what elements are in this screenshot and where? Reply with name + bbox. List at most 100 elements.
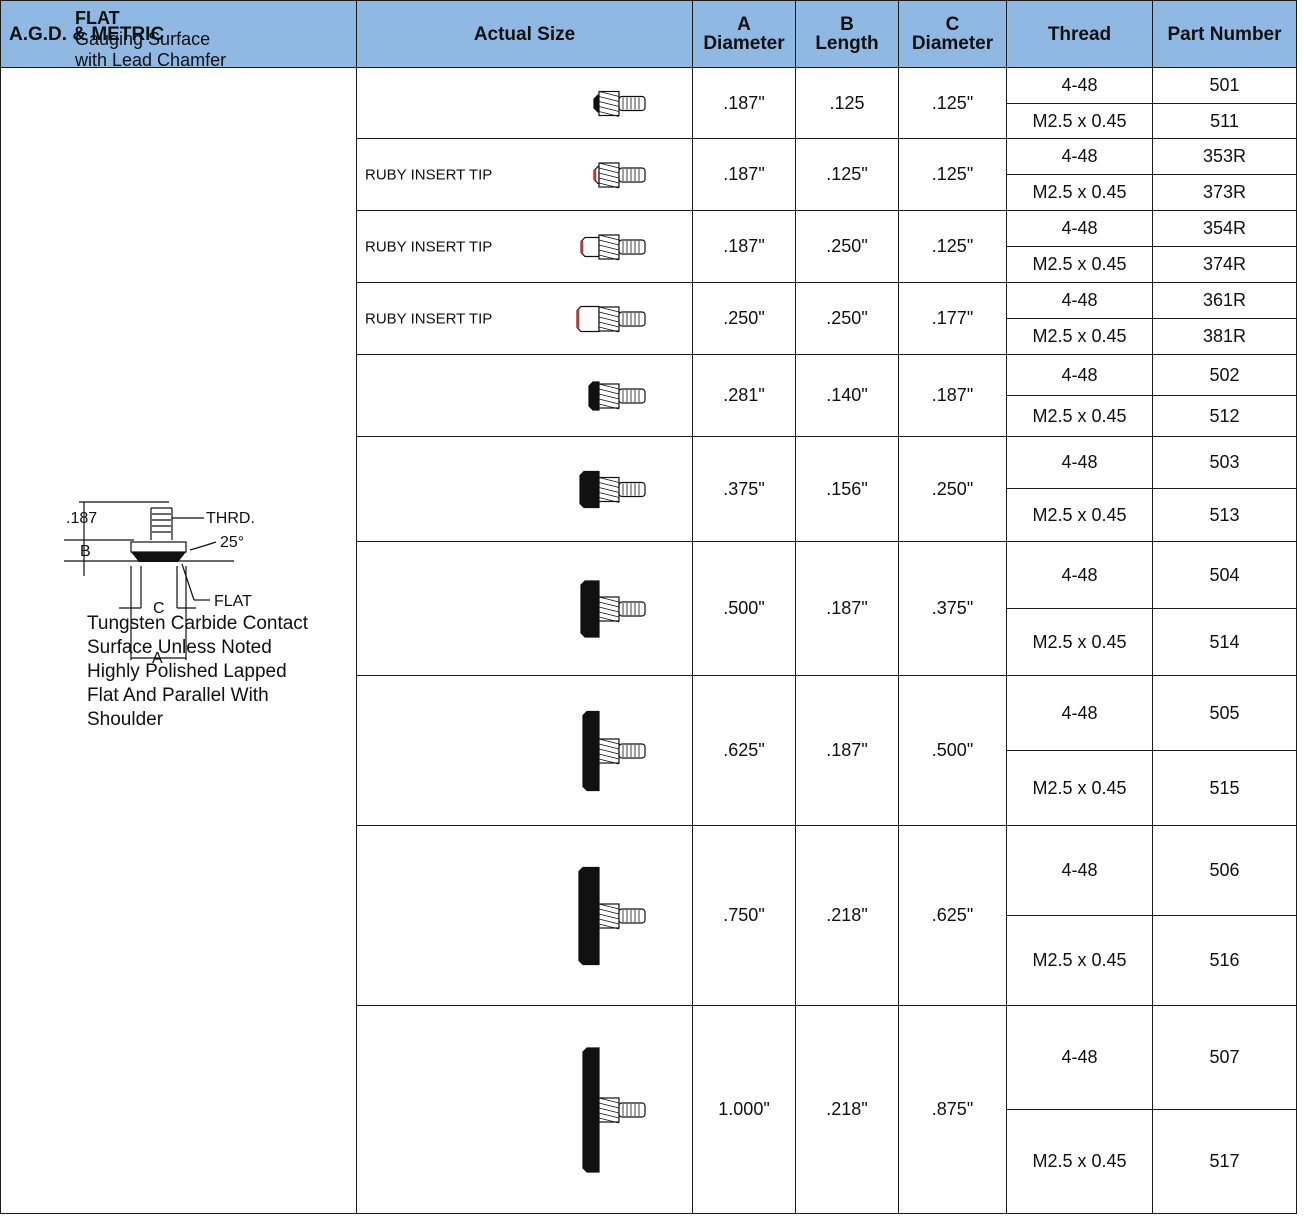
gauge-tip-icon xyxy=(580,580,646,638)
actual-size-cell xyxy=(356,436,693,542)
table-row: .187" .125.125" 4-48 501 xyxy=(0,67,1297,1214)
thread-cell: 4-48 xyxy=(1006,675,1153,751)
ruby-insert-label: RUBY INSERT TIP xyxy=(365,310,493,327)
thread-cell: 4-48 xyxy=(1006,282,1153,319)
b-length-header: B Length xyxy=(795,0,899,68)
table-row: M2.5 x 0.45 514 xyxy=(1,608,1297,676)
c-diameter-cell: .125" xyxy=(898,67,1007,139)
part-number-cell: 512 xyxy=(1152,395,1297,437)
gauge-tip-icon xyxy=(588,381,646,411)
dim-187-label: .187 xyxy=(66,510,97,527)
note-line: Tungsten Carbide Contact xyxy=(87,613,309,634)
thread-cell: M2.5 x 0.45 xyxy=(1006,318,1153,355)
a-diameter-cell: .500" xyxy=(692,541,796,676)
part-number-cell: 505 xyxy=(1152,675,1297,751)
b-label: B xyxy=(80,543,91,560)
ruby-tip-icon xyxy=(580,234,646,261)
b-length-cell: .125 xyxy=(795,67,899,139)
thread-cell: 4-48 xyxy=(1006,825,1153,916)
thread-cell: M2.5 x 0.45 xyxy=(1006,246,1153,283)
c-diameter-cell: .875" xyxy=(898,1005,1007,1214)
a-label: A xyxy=(152,650,163,667)
thread-cell: 4-48 xyxy=(1006,541,1153,609)
c-diameter-cell: .250" xyxy=(898,436,1007,542)
part-number-cell: 511 xyxy=(1152,103,1297,139)
c-letter: C xyxy=(945,14,960,35)
actual-size-cell xyxy=(356,67,693,139)
thread-cell: M2.5 x 0.45 xyxy=(1006,395,1153,437)
table-row: M2.5 x 0.45 511 xyxy=(1,103,1297,139)
description-cell xyxy=(0,67,357,1214)
actual-size-cell: RUBY INSERT TIP xyxy=(356,138,693,211)
thread-cell: M2.5 x 0.45 xyxy=(1006,174,1153,211)
a-diameter-cell: .375" xyxy=(692,436,796,542)
thread-cell: M2.5 x 0.45 xyxy=(1006,1109,1153,1214)
table-row: M2.5 x 0.45 374R xyxy=(1,246,1297,283)
table-row: M2.5 x 0.45 515 xyxy=(1,750,1297,826)
thread-cell: 4-48 xyxy=(1006,1005,1153,1110)
agd-metric-header: A.G.D. & METRIC xyxy=(0,0,357,68)
knurl-band xyxy=(130,541,187,553)
part-number-header: Part Number xyxy=(1152,0,1297,68)
b-letter: B xyxy=(840,14,854,35)
b-length-cell: .187" xyxy=(795,541,899,676)
a-diameter-cell: .750" xyxy=(692,825,796,1006)
c-label: C xyxy=(153,600,165,617)
a-letter: A xyxy=(737,14,751,35)
gauge-tip-icon xyxy=(582,1047,646,1173)
c-diameter-cell: .500" xyxy=(898,675,1007,826)
a-diameter-cell: .187" xyxy=(692,67,796,139)
table-row: .281" .140" .187" 4-48 502 xyxy=(1,354,1297,437)
gauge-tip-icon xyxy=(579,470,646,509)
ruby-tip-icon xyxy=(593,162,646,189)
b-length-cell: .218" xyxy=(795,825,899,1006)
a-diameter-cell: 1.000" xyxy=(692,1005,796,1214)
dimension-diagram: .187 THRD. B 25° C FLAT A xyxy=(64,501,255,667)
b-length-cell: .250" xyxy=(795,210,899,283)
b-length-cell: .156" xyxy=(795,436,899,542)
gauge-tip-icon xyxy=(578,866,646,966)
thread-header: Thread xyxy=(1006,0,1153,68)
a-word: Diameter xyxy=(703,33,785,54)
note-line: Shoulder xyxy=(87,709,164,730)
c-diameter-cell: .125" xyxy=(898,210,1007,283)
a-diameter-cell: .187" xyxy=(692,138,796,211)
description-line-1: Gauging Surface xyxy=(75,29,211,49)
part-number-cell: 515 xyxy=(1152,750,1297,826)
part-number-cell: 514 xyxy=(1152,608,1297,676)
thread-cell: 4-48 xyxy=(1006,210,1153,247)
table-row: RUBY INSERT TIP .187" .250" .125" 4-48 354R xyxy=(1,210,1297,283)
table-row: .500" .187" .375" 4-48 504 xyxy=(1,541,1297,676)
part-number-cell: 374R xyxy=(1152,246,1297,283)
note-line: Highly Polished Lapped xyxy=(87,661,287,682)
thread-cell: 4-48 xyxy=(1006,138,1153,175)
description-title: FLAT xyxy=(75,8,120,28)
table-row: .750" .218" .625" 4-48 506 xyxy=(1,825,1297,1006)
part-number-cell: 373R xyxy=(1152,174,1297,211)
part-number-cell: 517 xyxy=(1152,1109,1297,1214)
ruby-tip-icon xyxy=(576,305,646,333)
part-number-cell: 506 xyxy=(1152,825,1297,916)
table-row: M2.5 x 0.45 381R xyxy=(1,318,1297,355)
angle-label: 25° xyxy=(220,534,244,551)
table-row: .625" .187" .500" 4-48 505 xyxy=(1,675,1297,826)
part-number-cell: 513 xyxy=(1152,488,1297,542)
part-number-cell: 503 xyxy=(1152,436,1297,489)
part-number-cell: 353R xyxy=(1152,138,1297,175)
thread-cell: M2.5 x 0.45 xyxy=(1006,750,1153,826)
thread-cell: M2.5 x 0.45 xyxy=(1006,915,1153,1006)
thread-cell: M2.5 x 0.45 xyxy=(1006,488,1153,542)
c-diameter-cell: .177" xyxy=(898,282,1007,355)
note-line: Flat And Parallel With xyxy=(87,685,269,706)
a-diameter-cell: .250" xyxy=(692,282,796,355)
part-number-cell: 502 xyxy=(1152,354,1297,396)
part-number-cell: 381R xyxy=(1152,318,1297,355)
actual-size-cell xyxy=(356,541,693,676)
c-diameter-cell: .375" xyxy=(898,541,1007,676)
b-length-cell: .250" xyxy=(795,282,899,355)
description-line-2: with Lead Chamfer xyxy=(75,50,227,70)
c-diameter-cell: .625" xyxy=(898,825,1007,1006)
ruby-insert-label: RUBY INSERT TIP xyxy=(365,238,493,255)
actual-size-cell xyxy=(356,675,693,826)
